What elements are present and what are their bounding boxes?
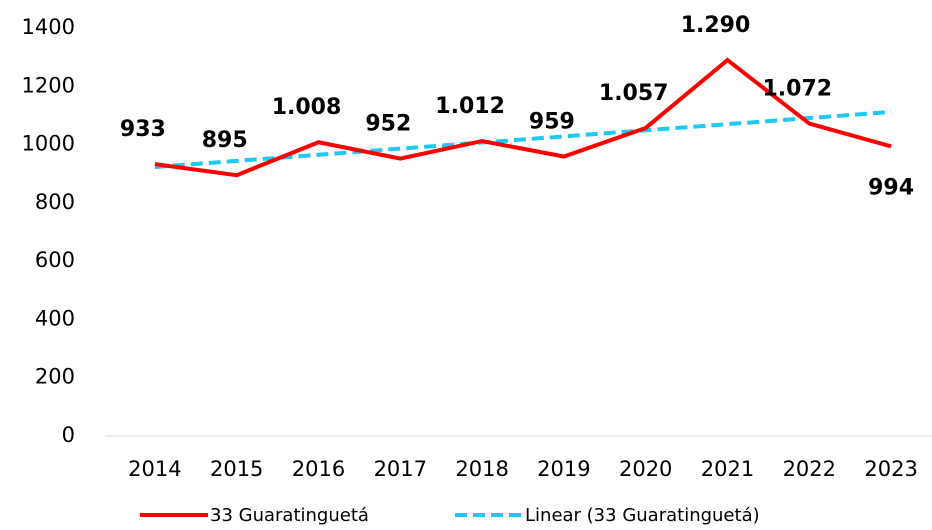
data-label: 994: [868, 175, 914, 200]
x-tick-label: 2014: [128, 457, 181, 481]
x-tick-label: 2019: [537, 457, 590, 481]
data-label: 1.012: [435, 94, 505, 119]
trend-line: [154, 109, 892, 170]
y-tick-label: 1200: [22, 73, 75, 97]
line: [154, 57, 892, 178]
y-tick-label: 0: [62, 423, 75, 447]
y-tick-label: 400: [35, 306, 75, 330]
x-tick-label: 2020: [619, 457, 672, 481]
data-label: 895: [202, 128, 248, 153]
data-label: 1.290: [681, 13, 751, 38]
x-tick-label: 2017: [374, 457, 427, 481]
y-tick-label: 1000: [22, 132, 75, 156]
data-label: 933: [120, 117, 166, 142]
x-tick-label: 2023: [864, 457, 917, 481]
data-label: 959: [529, 110, 575, 135]
y-tick-label: 200: [35, 365, 75, 389]
x-tick-label: 2015: [210, 457, 263, 481]
x-tick-label: 2018: [455, 457, 508, 481]
y-tick-label: 800: [35, 190, 75, 214]
x-tick-label: 2022: [783, 457, 836, 481]
y-tick-label: 1400: [22, 15, 75, 39]
x-tick-label: 2016: [292, 457, 345, 481]
x-tick-label: 2021: [701, 457, 754, 481]
y-tick-label: 600: [35, 248, 75, 272]
data-label: 1.057: [599, 81, 669, 106]
legend-label: 33 Guaratinguetá: [210, 505, 369, 526]
data-label: 1.072: [763, 77, 833, 102]
data-label: 1.008: [272, 95, 342, 120]
legend-label: Linear (33 Guaratinguetá): [525, 505, 760, 526]
data-label: 952: [365, 112, 411, 137]
